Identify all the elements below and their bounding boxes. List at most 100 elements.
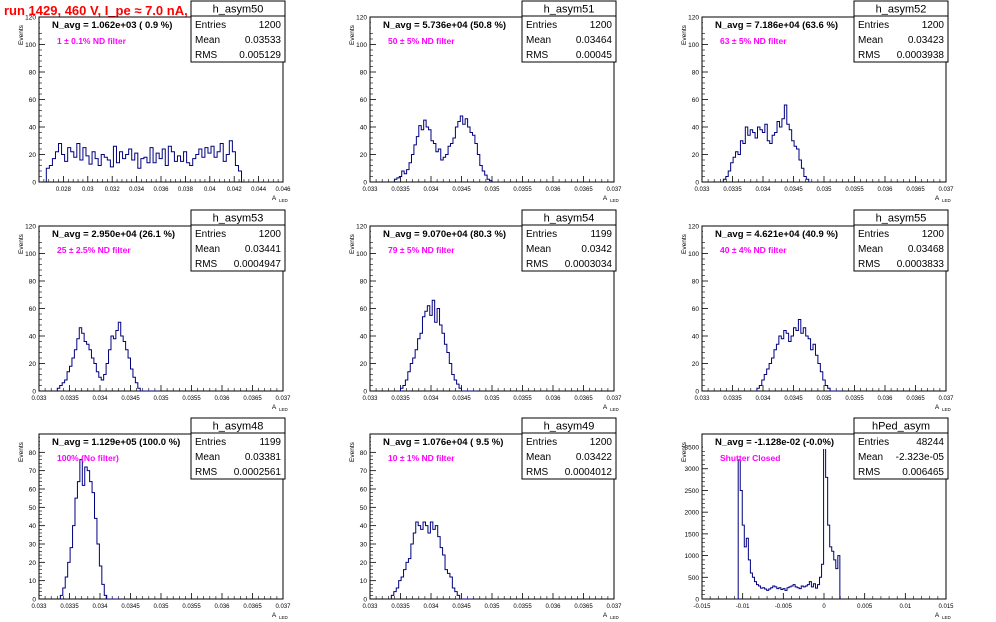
- x-tick-label: 0.035: [153, 604, 169, 610]
- y-axis-label: Events: [681, 233, 688, 254]
- y-tick-label: 40: [29, 334, 37, 341]
- stat-label: Entries: [526, 437, 557, 448]
- stats-box: [190, 209, 286, 272]
- x-tick-label: 0.01: [899, 604, 911, 610]
- navg-box: [40, 227, 210, 241]
- histogram-line: [736, 437, 842, 599]
- y-tick-label: 120: [356, 224, 367, 231]
- stat-label: RMS: [195, 467, 218, 478]
- navg-box: [703, 435, 873, 449]
- x-tick-label: -0.015: [693, 604, 711, 610]
- x-tick-label: 0.037: [275, 396, 291, 402]
- y-tick-label: 40: [360, 125, 368, 132]
- x-tick-label: 0.0335: [391, 604, 410, 610]
- x-axis-label: A: [603, 195, 608, 202]
- y-tick-label: 80: [29, 70, 37, 77]
- histogram-panel-hPed_asym: 0 500 1000 1500 2000 2500 3000 3500 -0.015 -0.01 -…: [681, 417, 954, 620]
- stat-label: RMS: [526, 259, 549, 270]
- y-tick-label: 20: [360, 560, 368, 567]
- x-tick-label: -0.01: [736, 604, 750, 610]
- histogram-line: [756, 319, 843, 391]
- y-tick-label: 120: [688, 224, 699, 231]
- x-tick-label: 0.0355: [513, 604, 532, 610]
- stat-value: 0.03464: [576, 35, 613, 46]
- x-axis-label-sub: LED: [610, 615, 620, 620]
- y-tick-label: 20: [29, 560, 37, 567]
- stat-value: 0.0002561: [234, 467, 282, 478]
- x-tick-label: 0.038: [178, 187, 194, 193]
- stat-label: Entries: [195, 437, 226, 448]
- stat-value: 48244: [916, 437, 944, 448]
- navg-box: [371, 227, 541, 241]
- y-tick-label: 70: [29, 468, 37, 475]
- y-tick-label: 80: [360, 450, 368, 457]
- x-tick-label: 0.0345: [452, 187, 471, 193]
- y-tick-label: 20: [360, 361, 368, 368]
- x-tick-label: 0.0355: [182, 604, 201, 610]
- x-tick-label: 0.0365: [243, 396, 262, 402]
- stat-label: RMS: [195, 259, 218, 270]
- stat-label: Mean: [526, 244, 551, 255]
- navg-box: [371, 18, 541, 32]
- y-tick-label: 80: [692, 70, 700, 77]
- stat-label: Entries: [858, 20, 889, 31]
- histogram-panel-h_asym51: 0 20 40 60 80 100 120 0.033 0.0335 0.034 0.0345 0.0…: [349, 0, 622, 203]
- y-tick-label: 60: [360, 306, 368, 313]
- stat-value: 0.0342: [581, 244, 612, 255]
- navg-text: N_avg = 9.070e+04 (80.3 %): [383, 229, 506, 240]
- y-tick-label: 1000: [685, 553, 700, 560]
- x-axis-label-sub: LED: [279, 407, 289, 412]
- x-tick-label: 0.037: [606, 604, 622, 610]
- histogram-panel-h_asym49: 0 10 20 30 40 50 60 70 80 0.033 0.0335 0.034 0.0345 0…: [349, 417, 622, 620]
- y-tick-label: 120: [688, 15, 699, 22]
- stats-box: [521, 417, 617, 480]
- x-tick-label: 0.0345: [121, 396, 140, 402]
- y-tick-label: 0: [32, 389, 36, 396]
- x-tick-label: 0.035: [484, 396, 500, 402]
- x-axis-label-sub: LED: [942, 198, 952, 203]
- x-tick-label: 0.033: [694, 187, 710, 193]
- x-tick-label: 0.037: [275, 604, 291, 610]
- x-axis-label-sub: LED: [610, 407, 620, 412]
- x-tick-label: 0.0365: [906, 187, 925, 193]
- x-tick-label: 0.0335: [723, 396, 742, 402]
- filter-annotation: 40 ± 4% ND filter: [720, 245, 787, 255]
- stat-value: 0.03381: [245, 452, 282, 463]
- histogram-panel-h_asym53: 0 20 40 60 80 100 120 0.033 0.0335 0.034 0.0345 0.0…: [18, 209, 291, 412]
- histogram-panel-h_asym52: 0 20 40 60 80 100 120 0.033 0.0335 0.034 0.0345 0.0…: [681, 0, 954, 203]
- y-tick-label: 60: [29, 97, 37, 104]
- stat-value: 1199: [259, 437, 281, 448]
- x-tick-label: 0.034: [423, 187, 439, 193]
- x-tick-label: 0.0365: [574, 187, 593, 193]
- navg-text: N_avg = 1.129e+05 (100.0 %): [52, 437, 180, 448]
- stat-label: Mean: [195, 35, 220, 46]
- y-tick-label: 120: [25, 15, 36, 22]
- x-axis-label-sub: LED: [942, 615, 952, 620]
- histogram-name: h_asym48: [213, 421, 264, 433]
- x-axis-label: A: [272, 195, 277, 202]
- y-tick-label: 0: [32, 180, 36, 187]
- stat-label: Mean: [195, 452, 220, 463]
- stat-value: 0.03441: [245, 244, 282, 255]
- histogram-name: h_asym52: [876, 4, 927, 16]
- y-tick-label: 0: [363, 180, 367, 187]
- y-tick-label: 20: [29, 361, 37, 368]
- stat-label: Mean: [526, 35, 551, 46]
- y-tick-label: 0: [695, 597, 699, 604]
- y-tick-label: 100: [688, 251, 699, 258]
- x-tick-label: 0.035: [484, 187, 500, 193]
- y-tick-label: 0: [695, 389, 699, 396]
- y-tick-label: 40: [360, 334, 368, 341]
- x-axis-label-sub: LED: [279, 198, 289, 203]
- histogram-panel-h_asym50: 0 20 40 60 80 100 120 0.028 0.03 0.032 0.034 0.036 0…: [18, 0, 291, 203]
- stat-value: 0.03422: [576, 452, 613, 463]
- y-tick-label: 500: [688, 575, 699, 582]
- y-tick-label: 80: [692, 279, 700, 286]
- x-tick-label: 0.0345: [784, 187, 803, 193]
- y-tick-label: 100: [688, 42, 699, 49]
- x-tick-label: 0.0355: [182, 396, 201, 402]
- stat-label: Mean: [526, 452, 551, 463]
- y-tick-label: 3500: [685, 445, 700, 452]
- y-tick-label: 10: [360, 578, 368, 585]
